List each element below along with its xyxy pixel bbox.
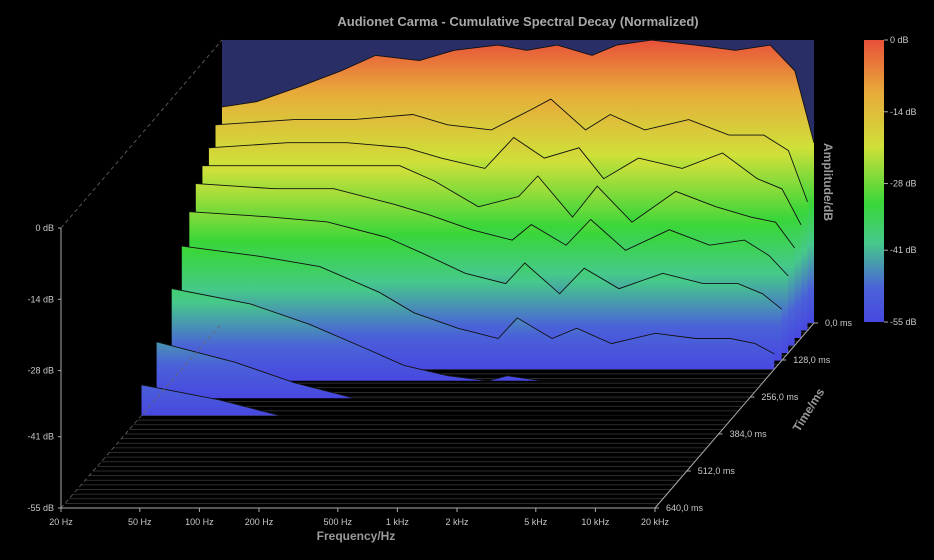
slice-area — [141, 384, 735, 416]
colorbar-tick-label: -28 dB — [890, 179, 917, 189]
slice-line — [181, 245, 775, 355]
slice-line — [156, 341, 750, 399]
colorbar-tick-label: -14 dB — [890, 107, 917, 117]
guide-line — [60, 39, 223, 229]
z-tick-label: 512,0 ms — [698, 466, 736, 476]
x-tick-label: 1 kHz — [386, 517, 410, 527]
slice-line — [202, 165, 795, 249]
x-tick-label: 2 kHz — [445, 517, 469, 527]
decay-surface — [141, 39, 815, 416]
z-tick-label: 128,0 ms — [793, 355, 831, 365]
colorbar — [864, 40, 884, 322]
x-tick-label: 50 Hz — [128, 517, 152, 527]
x-tick-label: 20 kHz — [641, 517, 670, 527]
slice-line — [221, 39, 815, 144]
y-tick-label: 0 dB — [35, 223, 54, 233]
y-tick-label: -55 dB — [27, 503, 54, 513]
x-tick-label: 200 Hz — [245, 517, 274, 527]
colorbar-ticks: 0 dB -14 dB -28 dB -41 dB -55 dB — [884, 35, 917, 327]
slice-line — [195, 183, 789, 277]
z-tick-label: 640,0 ms — [666, 503, 704, 513]
z-tick-label: 256,0 ms — [761, 392, 799, 402]
axes: 0 dB -14 dB -28 dB -41 dB -55 dB 20 Hz 50 Hz 10… — [27, 39, 853, 527]
colorbar-tick-label: 0 dB — [890, 35, 909, 45]
slice-area — [156, 341, 750, 399]
colorbar-tick-label: -41 dB — [890, 245, 917, 255]
x-tick-label: 10 kHz — [581, 517, 610, 527]
z-tick-label: 384,0 ms — [730, 429, 768, 439]
slice-line — [215, 98, 808, 203]
y-axis-title: Amplitude/dB — [821, 143, 835, 221]
colorbar-tick-label: -55 dB — [890, 317, 917, 327]
x-tick-label: 100 Hz — [185, 517, 214, 527]
chart-title: Audionet Carma - Cumulative Spectral Dec… — [337, 14, 698, 29]
slice-line — [208, 136, 802, 226]
x-tick-label: 5 kHz — [524, 517, 548, 527]
x-tick-label: 500 Hz — [324, 517, 353, 527]
y-tick-label: -41 dB — [27, 432, 54, 442]
slice-line — [189, 211, 782, 310]
slice-area — [171, 288, 765, 381]
slice-line — [171, 288, 765, 382]
slice-line — [141, 384, 735, 416]
z-tick-label: 0,0 ms — [825, 318, 853, 328]
z-axis — [654, 322, 815, 509]
guide-line — [60, 322, 223, 509]
x-axis-title: Frequency/Hz — [317, 529, 396, 543]
y-tick-label: -14 dB — [27, 294, 54, 304]
x-tick-label: 20 Hz — [49, 517, 73, 527]
y-tick-label: -28 dB — [27, 366, 54, 376]
